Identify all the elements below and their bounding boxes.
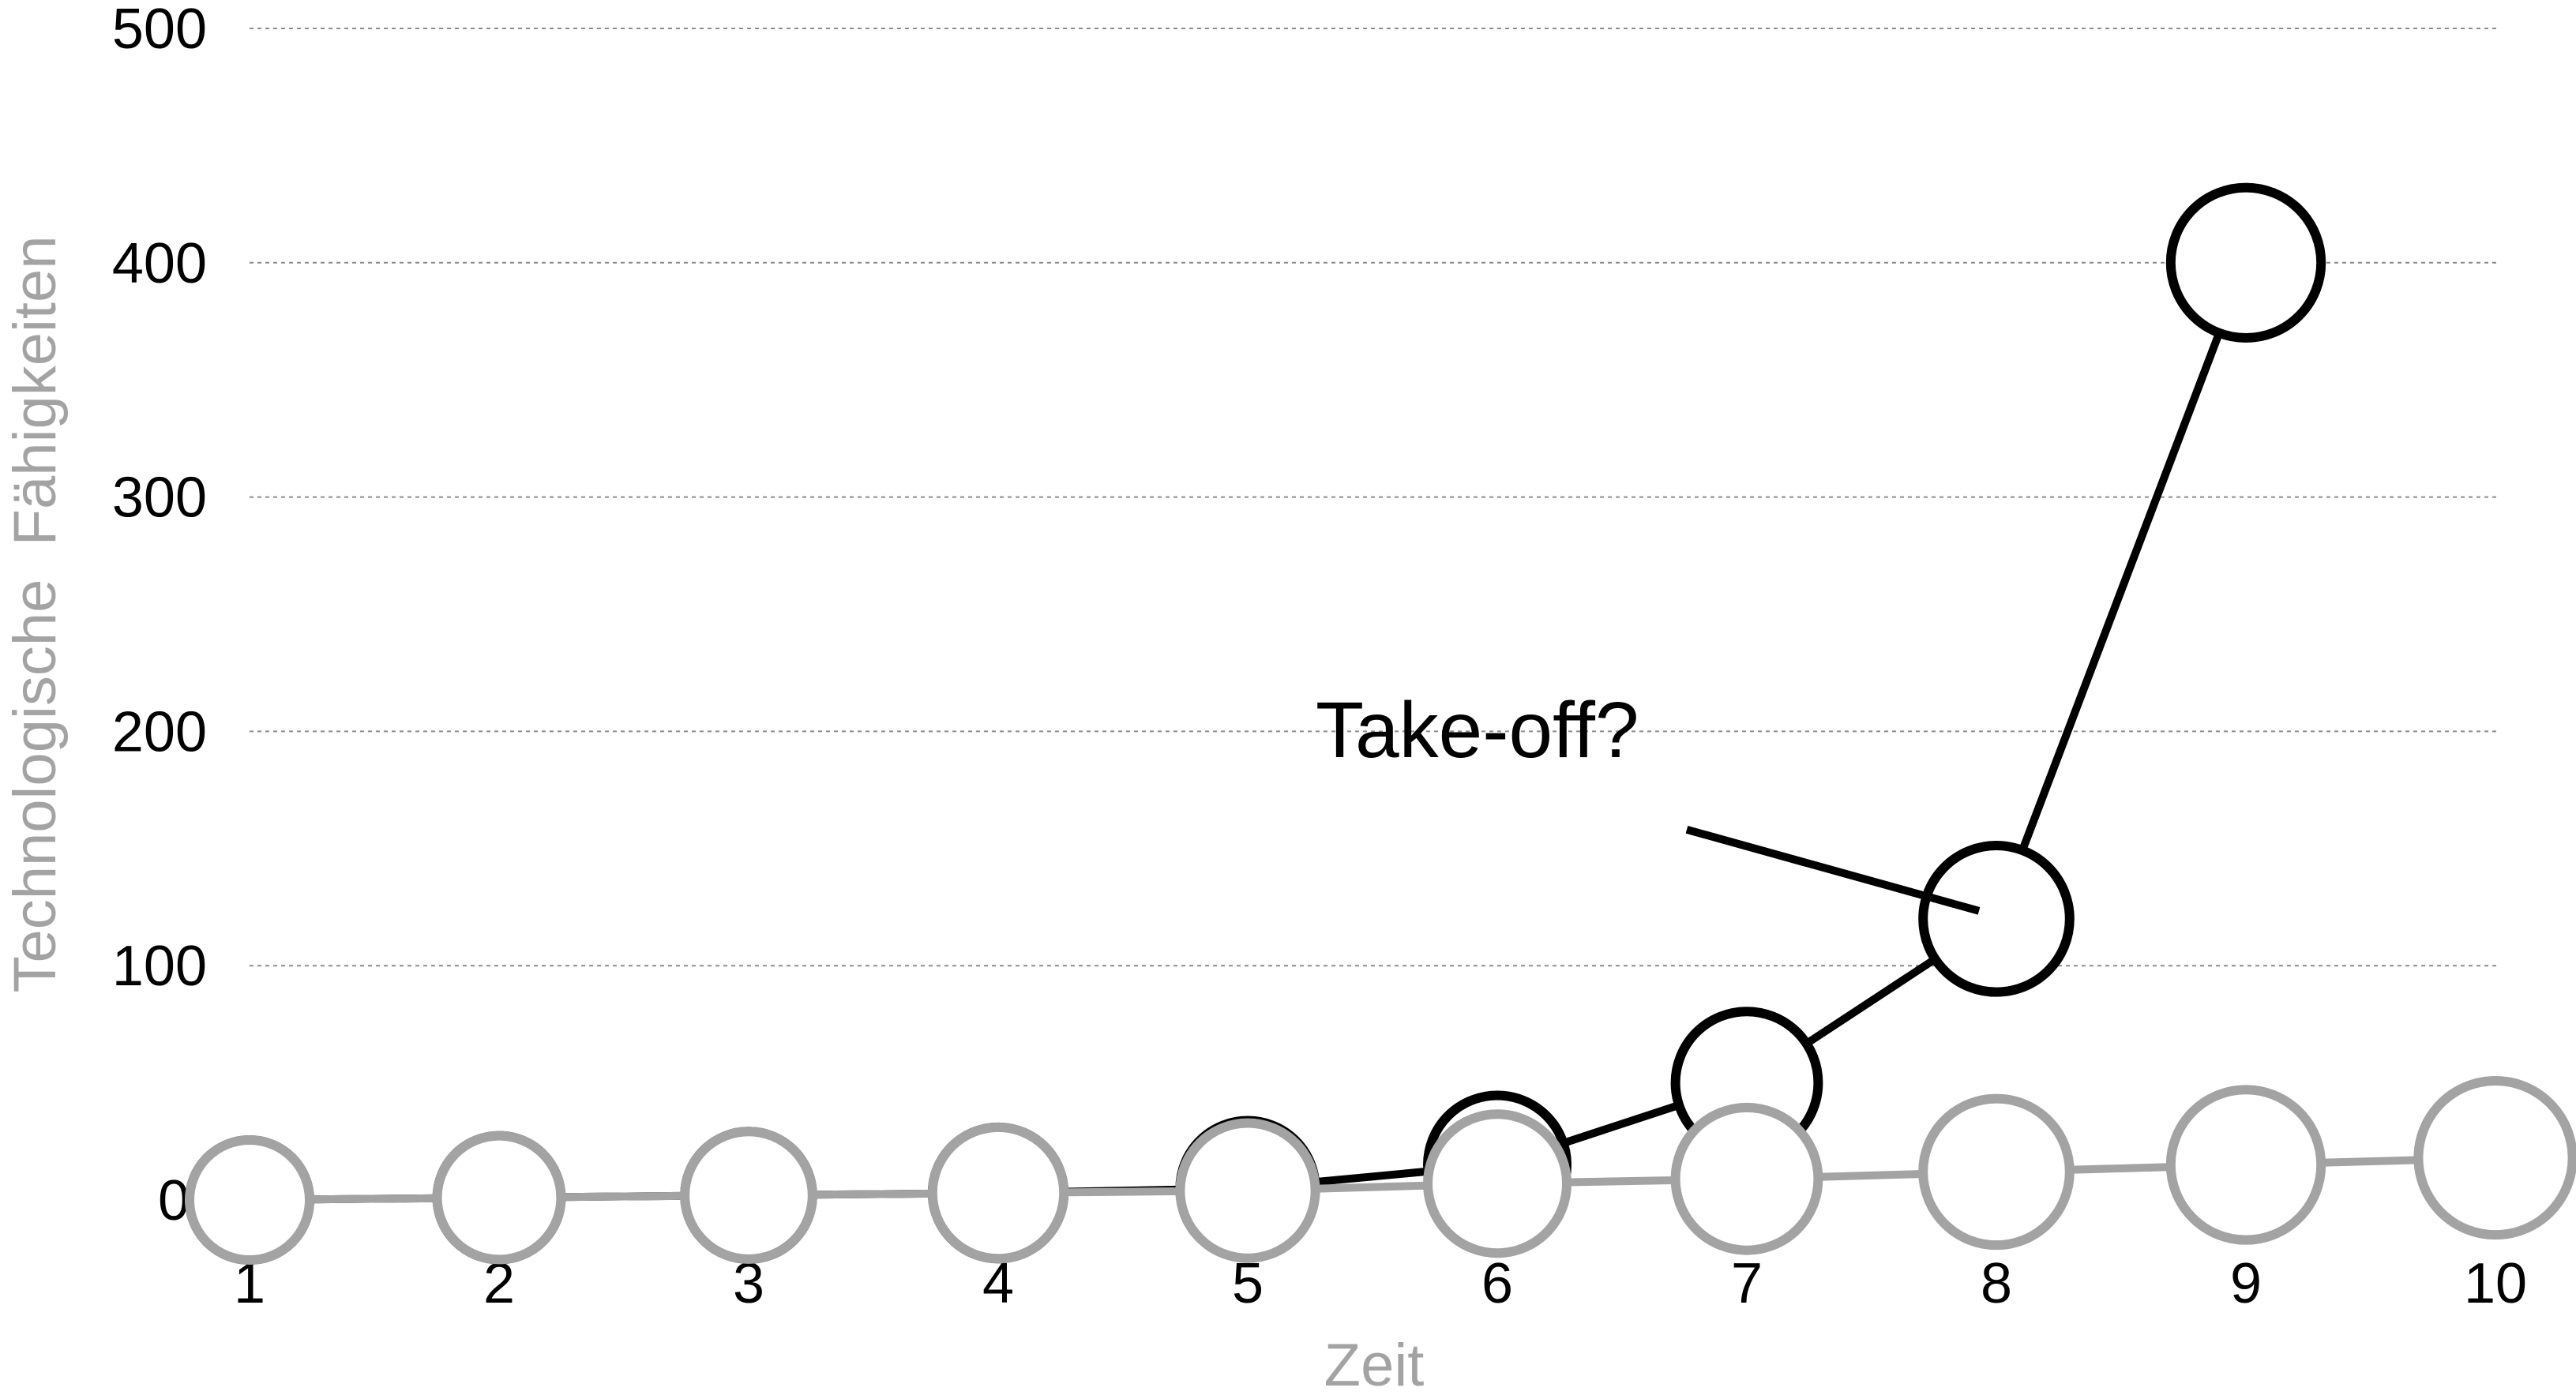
x-tick-labels: 1 2 3 4 5 6 7 8 9 10 xyxy=(234,1252,2527,1315)
y-tick-label: 0 xyxy=(158,1169,190,1232)
y-tick-label: 200 xyxy=(112,700,207,763)
data-point xyxy=(185,1135,314,1265)
x-axis-label: Zeit xyxy=(1324,1332,1425,1395)
x-tick-label: 9 xyxy=(2230,1252,2262,1315)
y-axis-label: Technologische Fähigkeiten xyxy=(2,235,69,992)
data-point xyxy=(680,1127,817,1264)
data-point xyxy=(1423,1109,1572,1258)
x-tick-label: 7 xyxy=(1731,1252,1763,1315)
annotation-pointer xyxy=(1685,826,1981,915)
data-point xyxy=(432,1131,566,1265)
data-point xyxy=(2413,1076,2576,1240)
data-point xyxy=(1670,1102,1823,1255)
series-2 xyxy=(185,1076,2576,1265)
data-point xyxy=(2165,182,2326,343)
gridlines xyxy=(250,28,2499,967)
y-tick-label: 100 xyxy=(112,935,207,998)
y-tick-label: 300 xyxy=(112,467,207,530)
annotation: Take-off? xyxy=(1316,686,1981,915)
x-tick-label: 6 xyxy=(1481,1252,1513,1315)
data-point xyxy=(2165,1085,2326,1245)
series-line xyxy=(249,1153,2496,1204)
x-tick-label: 10 xyxy=(2464,1252,2527,1315)
y-tick-label: 400 xyxy=(112,232,207,295)
y-tick-label: 500 xyxy=(112,0,207,61)
series xyxy=(185,182,2576,1265)
data-point xyxy=(927,1122,1069,1264)
x-tick-label: 8 xyxy=(1981,1252,2012,1315)
data-point xyxy=(1918,1093,2075,1251)
y-tick-labels: 0 100 200 300 400 500 xyxy=(112,0,207,1232)
annotation-text: Take-off? xyxy=(1316,686,1639,774)
data-point xyxy=(1175,1118,1320,1263)
data-point xyxy=(1918,841,2075,997)
